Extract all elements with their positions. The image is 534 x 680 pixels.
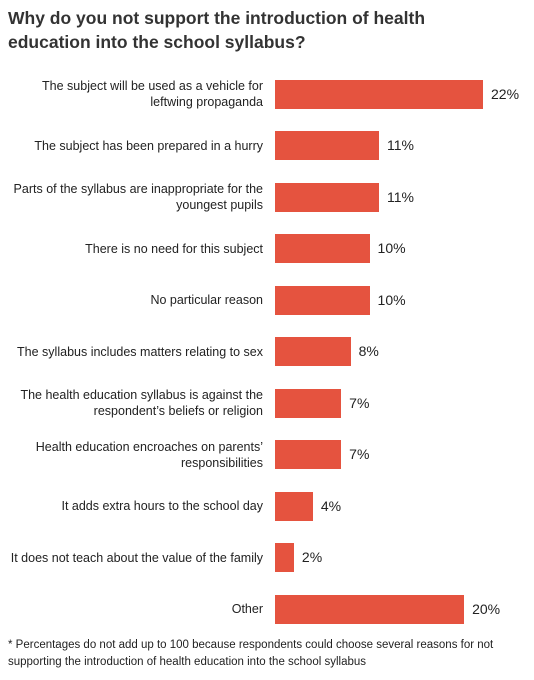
bar — [275, 543, 294, 572]
category-label: The syllabus includes matters relating t… — [17, 344, 263, 359]
value-label: 10% — [377, 240, 406, 256]
category-label: The subject has been prepared in a hurry — [34, 138, 263, 153]
category-label: Other — [231, 602, 263, 616]
value-label: 11% — [387, 188, 414, 205]
bar — [275, 388, 342, 418]
category-label: There is no need for this subject — [85, 241, 263, 256]
value-label: 22% — [491, 85, 520, 102]
category-label: It adds extra hours to the school day — [61, 499, 263, 513]
bar — [275, 440, 342, 469]
bar — [275, 491, 313, 521]
bar — [275, 131, 379, 160]
bar — [275, 182, 379, 212]
value-label: 10% — [377, 291, 406, 308]
bar — [275, 234, 370, 263]
category-label: No particular reason — [150, 293, 263, 307]
bar — [275, 337, 351, 366]
value-label: 2% — [301, 549, 323, 565]
category-label: Parts of the syllabus are inappropriate … — [13, 182, 263, 212]
value-label: 7% — [349, 446, 370, 462]
value-label: 7% — [349, 394, 370, 411]
footnote: * Percentages do not add up to 100 becau… — [8, 639, 494, 668]
bar — [275, 594, 465, 624]
category-label: It does not teach about the value of the… — [10, 550, 263, 565]
category-label: The subject will be used as a vehicle fo… — [42, 79, 263, 109]
category-label: Health education encroaches on parents’ … — [35, 439, 263, 470]
value-label: 20% — [472, 600, 501, 617]
category-label: The health education syllabus is against… — [20, 388, 263, 418]
value-label: 4% — [320, 497, 342, 514]
value-label: 8% — [358, 343, 379, 359]
value-label: 11% — [387, 137, 414, 153]
bar — [275, 79, 483, 109]
chart-title: Why do you not support the introduction … — [8, 8, 426, 52]
bar — [275, 285, 370, 315]
